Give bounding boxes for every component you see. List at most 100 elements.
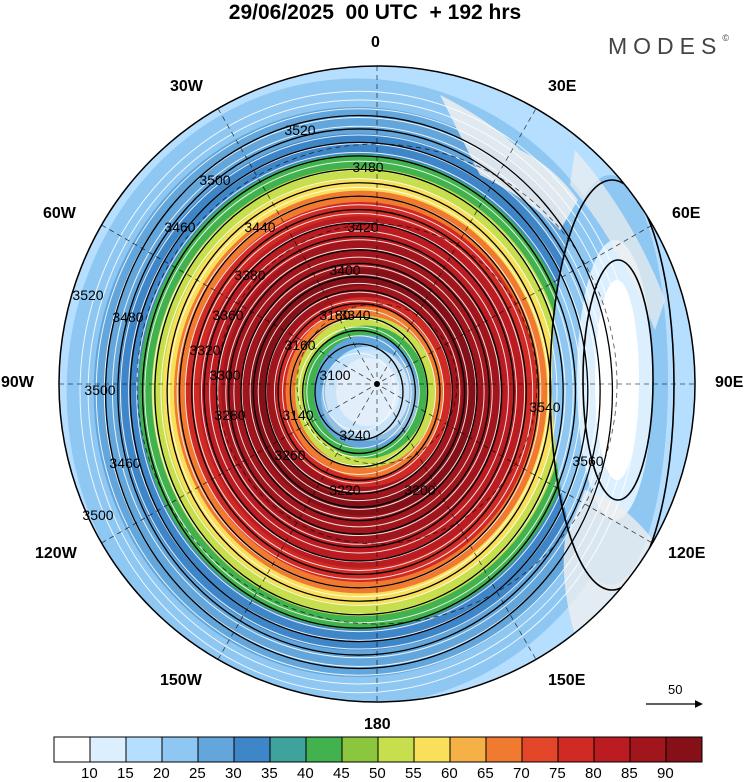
colorbar-swatch [377,736,415,763]
contour-label: 3420 [347,219,378,235]
height-contours [104,114,675,670]
height-contour [129,141,589,643]
streamline [79,90,639,694]
latitude-circle [216,223,538,545]
colorbar-swatch [521,736,559,763]
height-contour [191,208,527,576]
streamline [111,125,607,659]
height-contour [154,168,564,616]
height-contour [289,316,429,468]
colorbar-tick-label: 25 [189,765,206,782]
contour-label: 3160 [284,337,315,353]
colorbar-swatch [305,736,343,763]
contour-label: 3240 [339,427,370,443]
height-contour [314,343,404,441]
map-title: 29/06/2025 00 UTC + 192 hrs [228,1,522,24]
contour-label: 3260 [274,447,305,463]
contour-label: 3460 [109,455,140,471]
contour-label: 3540 [529,399,560,415]
colorbar-swatch [341,736,379,763]
streamline [201,221,517,563]
lon-label-150w: 150W [160,672,202,689]
contour-label: 3340 [339,307,370,323]
colorbar-tick-label: 75 [549,765,566,782]
streamline [144,160,574,624]
streamline [192,213,526,571]
colorbar-tick-label: 85 [621,765,638,782]
contour-label: 3440 [244,219,275,235]
streamline [128,143,590,641]
lon-label-60e: 60E [672,205,701,222]
colorbar [53,736,703,763]
contour-label: 3560 [572,453,603,469]
height-contour [252,276,466,508]
streamline [298,326,420,458]
streamline [160,178,558,606]
wind-reference-label: 50 [668,682,683,697]
height-contour [215,235,503,549]
land-indian-sector [570,150,665,330]
shade-band [336,357,400,427]
contour-label: 3200 [404,482,435,498]
streamline [209,230,509,554]
colorbar-swatch [125,736,163,763]
colorbar-swatch [665,736,703,763]
height-contour [203,222,515,562]
streamline [217,239,501,545]
latitude-circle [296,303,458,465]
lon-label-60w: 60W [43,205,76,222]
streamline [225,247,493,537]
lon-label-90w: 90W [1,374,34,391]
height-contour [166,182,552,602]
contour-label: 3460 [164,219,195,235]
streamline [257,282,461,502]
contour-labels: 3520 3500 3480 3460 3440 3420 3400 3380 3360 3340… [72,122,603,523]
streamline [282,309,436,475]
contour-label: 3480 [352,159,383,175]
height-contour [141,155,577,629]
latitude-circle [136,143,618,625]
colorbar-swatch [233,736,271,763]
lon-label-150e: 150E [548,672,586,689]
streamline [233,256,485,528]
height-contour [265,289,453,495]
contour-label: 3520 [284,122,315,138]
lon-label-180: 180 [364,716,391,733]
contour-label: 3520 [72,287,103,303]
contour-label: 3320 [189,342,220,358]
lon-label-30w: 30W [170,78,203,95]
height-contour [104,114,614,670]
contour-label: 3380 [234,267,265,283]
colorbar-tick-label: 65 [477,765,494,782]
land-antarctica [321,350,419,441]
contour-label: 3400 [329,262,360,278]
height-contour [302,329,416,455]
streamline [273,300,445,484]
contour-label: 3220 [329,482,360,498]
streamline [87,99,631,685]
colorbar-tick-label: 40 [297,765,314,782]
streamline [249,274,469,510]
lon-label-90e: 90E [715,374,744,391]
height-contour [240,262,478,522]
streamline [95,108,623,676]
height-contour [117,128,601,656]
height-contour [178,195,540,589]
colorbar-tick-label: 45 [333,765,350,782]
colorbar-swatch [53,736,91,763]
lon-label-120w: 120W [35,545,77,562]
colorbar-tick-label: 35 [261,765,278,782]
colorbar-swatch [449,736,487,763]
colorbar-tick-label: 60 [441,765,458,782]
colorbar-swatch [89,736,127,763]
streamline [184,204,534,580]
height-contour [277,303,441,481]
colorbar-swatch [629,736,667,763]
pole-marker [374,381,380,387]
colorbar-swatch [197,736,235,763]
contour-label: 3180 [319,307,350,323]
land-masses [321,95,665,660]
height-contour-east-outer [549,179,675,591]
colorbar-tick-label: 30 [225,765,242,782]
